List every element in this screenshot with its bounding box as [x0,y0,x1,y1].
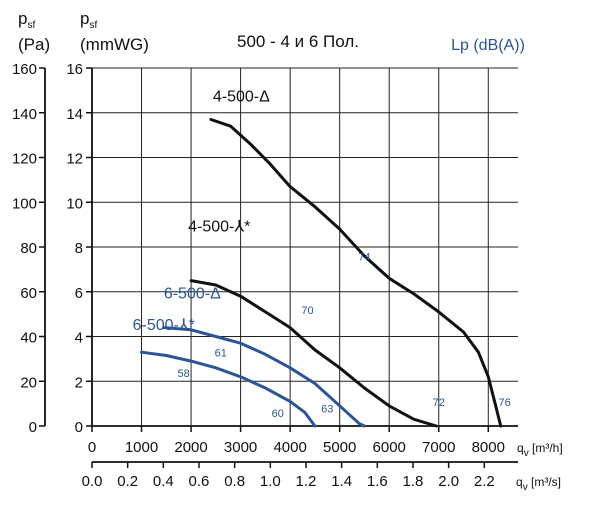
x-tick-m3h: 4000 [273,439,306,456]
x-tick-m3s: 0.2 [117,473,138,490]
x-tick-m3s: 2.2 [474,473,495,490]
x-tick-m3h: 1000 [125,439,158,456]
series-line [162,326,366,428]
x-tick-m3s: 2.0 [438,473,459,490]
x-tick-m3s: 1.0 [260,473,281,490]
x-tick-m3h: 2000 [174,439,207,456]
y-axis-unit-pa: (Pa) [18,35,50,54]
series-line [140,350,317,428]
y-tick-pa: 100 [12,195,37,212]
x-tick-m3s: 0.4 [153,473,174,490]
lp-data-label: 58 [178,368,190,380]
y-tick-mmwg: 6 [75,285,83,302]
y-tick-pa: 80 [20,240,37,257]
x-axis-label-m3s: qv [m³/s] [516,475,561,493]
x-tick-m3h: 0 [88,439,96,456]
y-tick-mmwg: 4 [75,330,83,347]
lp-data-label: 74 [358,251,370,263]
lp-data-label: 61 [215,348,227,360]
lp-data-label: 60 [272,408,284,420]
series-group: 4-500-Δ 74 76 4-500-⅄* 70 72 6-500-Δ 61 63 6-500-… [133,89,511,428]
x-tick-m3s: 1.6 [367,473,388,490]
y-tick-mmwg: 14 [66,106,83,123]
x-tick-m3s: 0.0 [82,473,103,490]
chart-title: 500 - 4 и 6 Пол. [237,32,359,51]
series-name-label: 4-500-Δ [213,89,270,106]
y-tick-pa: 0 [29,419,37,436]
series-line [209,118,503,428]
grid [92,67,518,426]
y-tick-mmwg: 12 [66,151,83,168]
y-tick-mmwg: 10 [66,195,83,212]
x-tick-m3s: 0.6 [189,473,210,490]
y-tick-pa: 20 [20,374,37,391]
y-tick-mmwg: 0 [75,419,83,436]
y-tick-mmwg: 16 [66,61,83,78]
lp-data-label: 72 [433,397,445,409]
y-tick-pa: 60 [20,285,37,302]
x-tick-m3h: 5000 [323,439,356,456]
x-tick-m3s: 1.4 [331,473,352,490]
y-tick-mmwg: 8 [75,240,83,257]
x-tick-m3h: 6000 [373,439,406,456]
x-tick-m3s: 1.2 [296,473,317,490]
x-tick-m3h: 7000 [422,439,455,456]
y-tick-mmwg: 2 [75,374,83,391]
series-name-label: 4-500-⅄* [188,218,250,235]
y-tick-pa: 160 [12,61,37,78]
x-tick-m3h: 8000 [472,439,505,456]
series-name-label: 6-500-Δ [164,285,221,302]
series-line [189,279,438,428]
y-axis-label-mmwg: psf [80,9,97,31]
x-tick-m3h: 3000 [224,439,257,456]
y-tick-pa: 40 [20,330,37,347]
lp-data-label: 70 [301,305,313,317]
x-axis-label-m3h: qv [m³/h] [517,441,563,459]
series-name-label: 6-500-⅄* [133,317,195,334]
lp-legend-label: Lp (dB(A)) [451,37,525,54]
y-axis-label-pa: psf [18,9,35,31]
y-axis-unit-mmwg: (mmWG) [80,35,149,54]
lp-data-label: 63 [321,404,333,416]
lp-data-label: 76 [499,397,511,409]
y-tick-pa: 140 [12,106,37,123]
x-tick-m3s: 1.8 [403,473,424,490]
x-tick-m3s: 0.8 [224,473,245,490]
y-tick-pa: 120 [12,151,37,168]
